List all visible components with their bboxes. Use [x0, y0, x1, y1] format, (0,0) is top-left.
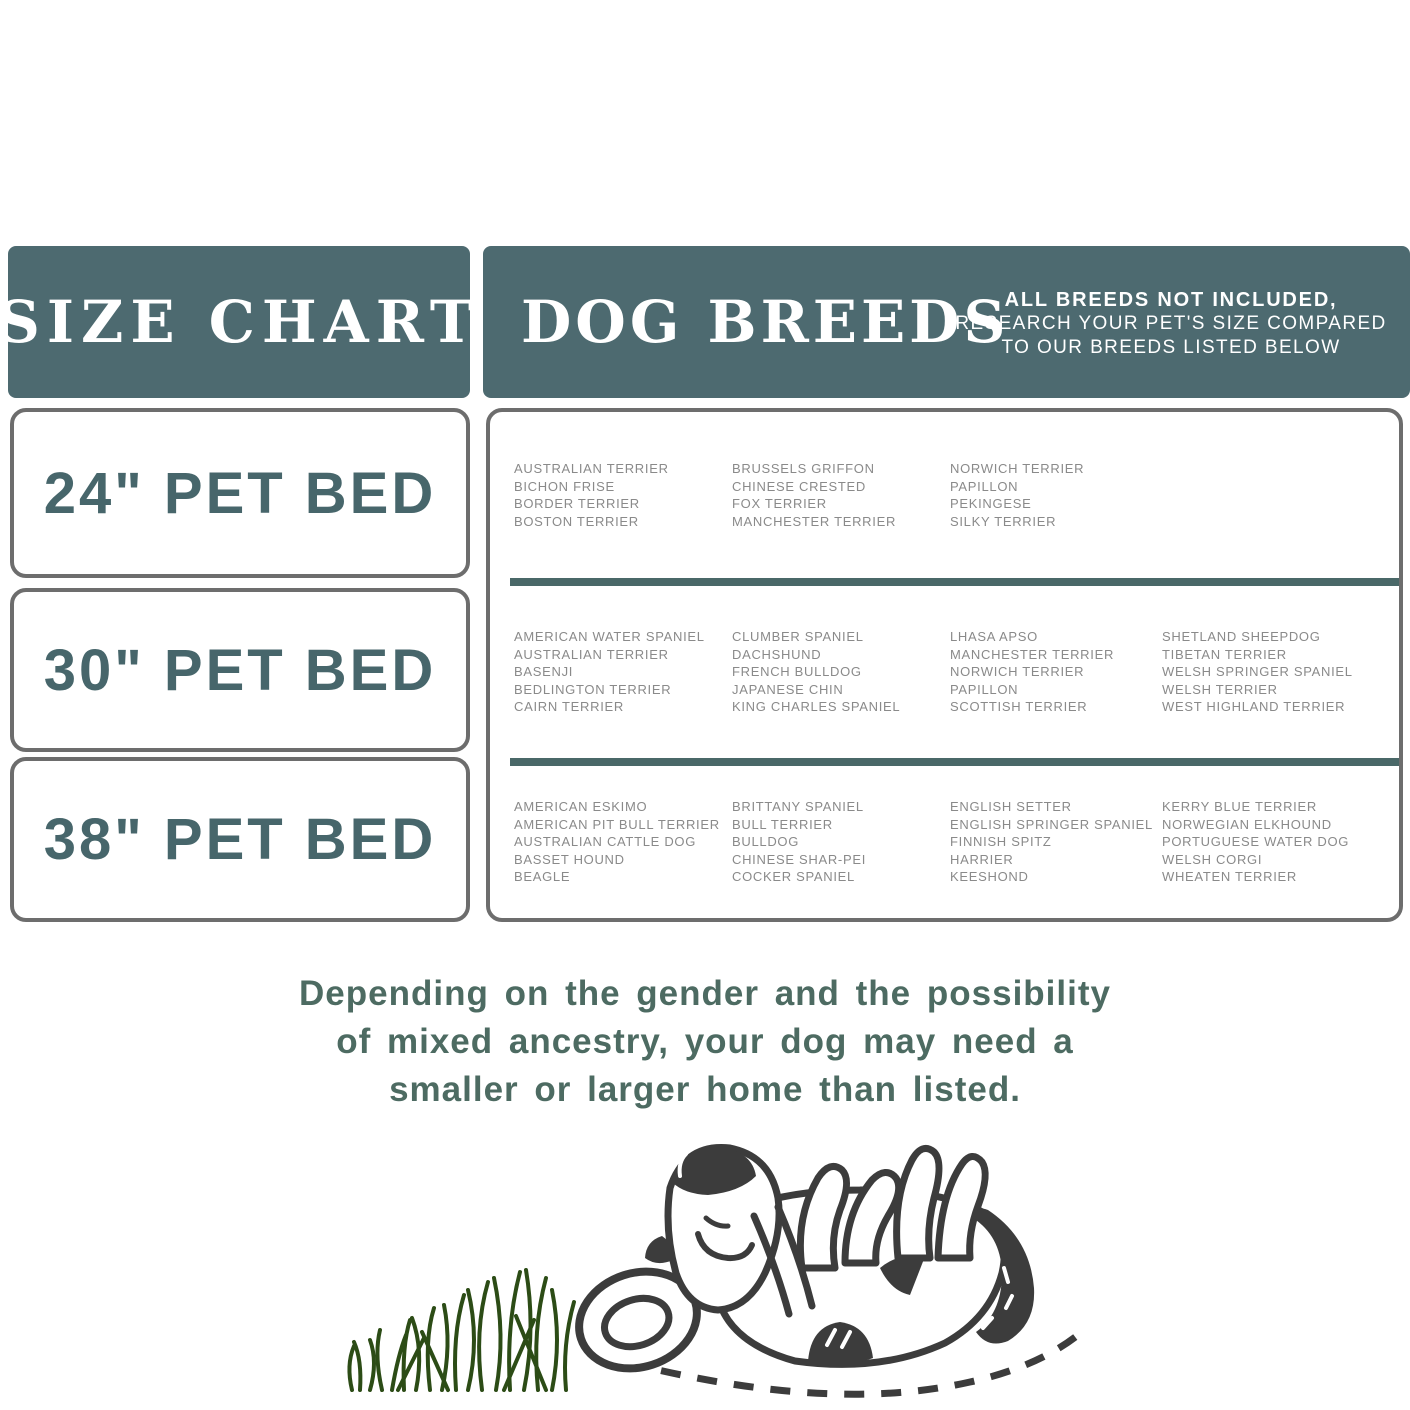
breed-item: WELSH SPRINGER SPANIEL	[1162, 664, 1353, 680]
breed-item: TIBETAN TERRIER	[1162, 646, 1287, 662]
section-divider	[510, 578, 1399, 586]
breed-column	[1162, 412, 1377, 578]
breed-item: BRITTANY SPANIEL	[732, 799, 864, 815]
breed-column: LHASA APSO MANCHESTER TERRIER NORWICH TERR…	[950, 586, 1165, 758]
breed-item: ENGLISH SETTER	[950, 799, 1072, 815]
breed-item: AMERICAN PIT BULL TERRIER	[514, 816, 720, 832]
gender-note: Depending on the gender and the possibil…	[0, 970, 1410, 1114]
dog-icon	[575, 1144, 1035, 1373]
dog-breeds-title: DOG BREEDS	[521, 288, 1010, 356]
size-label-38: 38" PET BED	[43, 807, 437, 872]
breed-item: LHASA APSO	[950, 629, 1038, 645]
breed-item: KING CHARLES SPANIEL	[732, 699, 901, 715]
size-box-30: 30" PET BED	[10, 588, 470, 752]
dog-illustration	[347, 1144, 1087, 1398]
disclaimer-line-1: ALL BREEDS NOT INCLUDED,	[1004, 289, 1338, 311]
breed-item: KEESHOND	[950, 869, 1029, 885]
breed-column: NORWICH TERRIER PAPILLON PEKINGESE SILKY TE…	[950, 412, 1165, 578]
grass-icon	[347, 1268, 576, 1392]
breed-column: ENGLISH SETTER ENGLISH SPRINGER SPANIEL FI…	[950, 766, 1165, 918]
breed-column: AMERICAN ESKIMO AMERICAN PIT BULL TERRIER…	[514, 766, 729, 918]
breed-item: FINNISH SPITZ	[950, 834, 1052, 850]
breed-item: DACHSHUND	[732, 646, 822, 662]
breeds-section-30: AMERICAN WATER SPANIEL AUSTRALIAN TERRIER…	[490, 586, 1399, 758]
section-divider	[510, 758, 1399, 766]
breed-item: WELSH CORGI	[1162, 851, 1263, 867]
disclaimer-line-2: RESEARCH YOUR PET'S SIZE COMPARED	[955, 313, 1387, 334]
breed-item: BASENJI	[514, 664, 574, 680]
dashed-ground-line	[624, 1327, 1087, 1398]
breed-item: HARRIER	[950, 851, 1014, 867]
size-label-24: 24" PET BED	[43, 460, 437, 526]
breed-item: CHINESE SHAR-PEI	[732, 851, 867, 867]
gender-note-line-2: of mixed ancestry, your dog may need a	[336, 1022, 1074, 1061]
breed-column: AUSTRALIAN TERRIER BICHON FRISE BORDER TER…	[514, 412, 729, 578]
breed-item: COCKER SPANIEL	[732, 869, 855, 885]
breeds-panel: AUSTRALIAN TERRIER BICHON FRISE BORDER TER…	[486, 408, 1403, 922]
breed-item: CHINESE CRESTED	[732, 478, 867, 494]
breed-item: BEDLINGTON TERRIER	[514, 681, 672, 697]
breed-item: SCOTTISH TERRIER	[950, 699, 1088, 715]
breed-item: BULL TERRIER	[732, 816, 833, 832]
breed-item: AUSTRALIAN CATTLE DOG	[514, 834, 697, 850]
breed-item: WEST HIGHLAND TERRIER	[1162, 699, 1346, 715]
breed-item: CLUMBER SPANIEL	[732, 629, 864, 645]
breed-item: WELSH TERRIER	[1162, 681, 1278, 697]
breed-item: BULLDOG	[732, 834, 800, 850]
breed-item: ENGLISH SPRINGER SPANIEL	[950, 816, 1153, 832]
breed-item: PEKINGESE	[950, 496, 1032, 511]
breed-item: AMERICAN ESKIMO	[514, 799, 648, 815]
breed-item: MANCHESTER TERRIER	[950, 646, 1115, 662]
breed-item: BRUSSELS GRIFFON	[732, 461, 875, 476]
disclaimer-line-3: TO OUR BREEDS LISTED BELOW	[1001, 337, 1341, 358]
breed-item: AMERICAN WATER SPANIEL	[514, 629, 705, 645]
size-chart-header: SIZE CHART	[0, 246, 473, 398]
gender-note-line-1: Depending on the gender and the possibil…	[299, 974, 1111, 1013]
breed-item: BASSET HOUND	[514, 851, 625, 867]
breed-item: NORWICH TERRIER	[950, 664, 1085, 680]
breed-column: KERRY BLUE TERRIER NORWEGIAN ELKHOUND PORT…	[1162, 766, 1377, 918]
breed-column: AMERICAN WATER SPANIEL AUSTRALIAN TERRIER…	[514, 586, 729, 758]
breed-column: BRUSSELS GRIFFON CHINESE CRESTED FOX TERRI…	[732, 412, 947, 578]
breed-column: CLUMBER SPANIEL DACHSHUND FRENCH BULLDOG JA…	[732, 586, 947, 758]
size-box-24: 24" PET BED	[10, 408, 470, 578]
breed-item: SILKY TERRIER	[950, 513, 1057, 529]
breed-item: BEAGLE	[514, 869, 571, 885]
breed-item: WHEATEN TERRIER	[1162, 869, 1297, 885]
dog-breeds-header: DOG BREEDS ALL BREEDS NOT INCLUDED, RESE…	[483, 246, 1410, 398]
breed-item: FRENCH BULLDOG	[732, 664, 862, 680]
breed-item: PAPILLON	[950, 681, 1019, 697]
breed-item: AUSTRALIAN TERRIER	[514, 461, 669, 476]
breed-item: BOSTON TERRIER	[514, 513, 639, 529]
breed-item: NORWICH TERRIER	[950, 461, 1085, 476]
size-box-38: 38" PET BED	[10, 757, 470, 922]
breed-item: KERRY BLUE TERRIER	[1162, 799, 1317, 815]
gender-note-line-3: smaller or larger home than listed.	[389, 1070, 1021, 1109]
breed-item: BORDER TERRIER	[514, 496, 640, 511]
breed-item: BICHON FRISE	[514, 478, 615, 494]
breeds-disclaimer: ALL BREEDS NOT INCLUDED, RESEARCH YOUR P…	[946, 288, 1396, 360]
breed-item: FOX TERRIER	[732, 496, 827, 511]
size-chart-title: SIZE CHART	[0, 288, 481, 356]
size-label-30: 30" PET BED	[43, 637, 437, 703]
breed-item: PORTUGUESE WATER DOG	[1162, 834, 1350, 850]
breed-item: MANCHESTER TERRIER	[732, 513, 897, 529]
breed-column: SHETLAND SHEEPDOG TIBETAN TERRIER WELSH SP…	[1162, 586, 1377, 758]
breed-item: CAIRN TERRIER	[514, 699, 624, 715]
breed-column: BRITTANY SPANIEL BULL TERRIER BULLDOG CHINE…	[732, 766, 947, 918]
breed-item: JAPANESE CHIN	[732, 681, 844, 697]
breed-item: NORWEGIAN ELKHOUND	[1162, 816, 1332, 832]
breeds-section-24: AUSTRALIAN TERRIER BICHON FRISE BORDER TER…	[490, 412, 1399, 578]
breeds-section-38: AMERICAN ESKIMO AMERICAN PIT BULL TERRIER…	[490, 766, 1399, 918]
breed-item: AUSTRALIAN TERRIER	[514, 646, 669, 662]
breed-item: SHETLAND SHEEPDOG	[1162, 629, 1321, 645]
breed-item: PAPILLON	[950, 478, 1019, 494]
